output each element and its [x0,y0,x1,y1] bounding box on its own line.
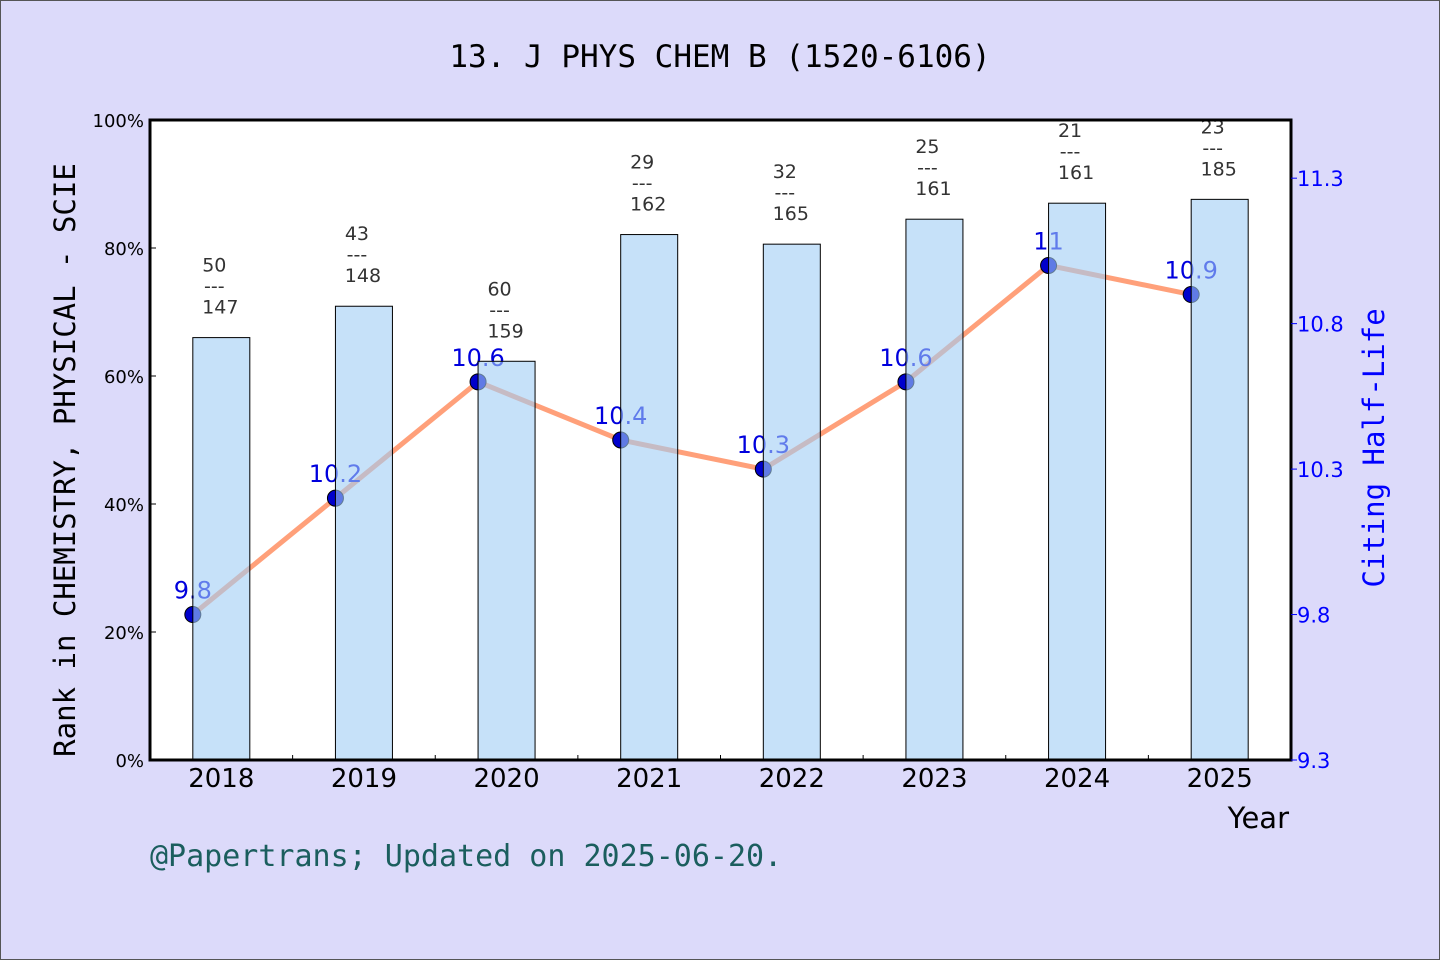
y-tick-label: 60% [104,367,144,388]
rank-divider: --- [917,157,938,179]
x-tick-label: 2024 [1044,764,1110,794]
rank-divider: --- [489,299,510,321]
y2-tick-label: 9.3 [1297,749,1330,773]
rank-bar [192,337,251,761]
x-axis-label: Year [1227,801,1289,835]
plot-area [150,120,1291,760]
rank-bar [762,243,821,761]
x-tick-label: 2021 [616,764,682,794]
total-label: 161 [1058,162,1094,184]
rank-bar [477,360,536,761]
rank-bar [905,218,964,761]
rank-divider: --- [347,244,368,266]
chart-title: 13. J PHYS CHEM B (1520-6106) [449,39,990,75]
y-axis-label: Rank in CHEMISTRY, PHYSICAL - SCIE [48,163,82,757]
x-tick-label: 2023 [901,764,967,794]
x-tick-label: 2022 [759,764,825,794]
y2-tick-label: 11.3 [1297,167,1344,191]
x-tick-label: 2020 [473,764,539,794]
x-tick-label: 2019 [331,764,397,794]
rank-divider: --- [1060,141,1081,163]
y2-axis-label: Citing Half-Life [1357,308,1391,587]
y-tick-label: 80% [104,239,144,260]
footer-credit: @Papertrans; Updated on 2025-06-20. [150,839,782,874]
total-label: 159 [487,320,523,342]
rank-label: 50 [202,255,226,277]
rank-divider: --- [775,182,796,204]
x-tick-label: 2025 [1187,764,1253,794]
y-tick-label: 40% [104,495,144,516]
y-tick-label: 100% [93,111,144,132]
rank-label: 29 [630,152,654,174]
rank-bar [1190,198,1249,761]
y-tick-label: 0% [115,751,144,772]
x-tick-label: 2018 [188,764,254,794]
y2-tick-label: 10.8 [1297,313,1344,337]
rank-label: 60 [487,278,511,300]
rank-bar [620,234,679,761]
total-label: 165 [773,203,809,225]
total-label: 161 [915,178,951,200]
rank-divider: --- [632,173,653,195]
rank-bar [1048,202,1107,761]
total-label: 162 [630,194,666,216]
total-label: 148 [345,265,381,287]
rank-divider: --- [1202,137,1223,159]
rank-label: 43 [345,223,369,245]
rank-bar [334,305,393,761]
y2-tick-label: 10.3 [1297,458,1344,482]
rank-label: 23 [1201,116,1225,138]
total-label: 185 [1201,158,1237,180]
y-tick-label: 20% [104,623,144,644]
plot-border [148,118,1293,762]
y2-tick-label: 9.8 [1297,604,1330,628]
rank-label: 25 [915,136,939,158]
rank-label: 32 [773,161,797,183]
total-label: 147 [202,297,238,319]
rank-label: 21 [1058,120,1082,142]
rank-divider: --- [204,276,225,298]
